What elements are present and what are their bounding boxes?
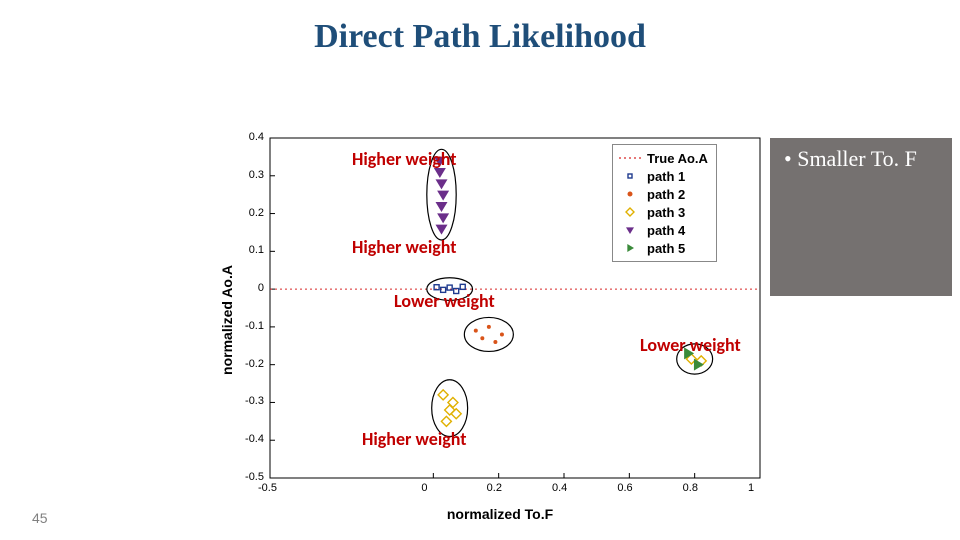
- x-tick-label: 0.2: [487, 482, 502, 494]
- y-tick-label: -0.3: [245, 395, 264, 407]
- x-tick-label: 0.8: [683, 482, 698, 494]
- legend-item: path 3: [619, 203, 708, 221]
- x-tick-label: 0.4: [552, 482, 567, 494]
- legend-label: path 3: [647, 205, 685, 220]
- legend-item: path 5: [619, 239, 708, 257]
- legend-label: path 2: [647, 187, 685, 202]
- y-tick-label: 0.3: [249, 169, 264, 181]
- page-title: Direct Path Likelihood: [0, 18, 960, 56]
- y-tick-label: -0.4: [245, 433, 264, 445]
- weight-annotation: Higher weight: [362, 428, 467, 450]
- chart-container: normalized Ao.A normalized To.F -0.5 0 0.2…: [210, 120, 790, 520]
- legend-swatch: [619, 151, 641, 165]
- y-tick-label: 0.2: [249, 207, 264, 219]
- weight-annotation: Higher weight: [352, 236, 457, 258]
- y-tick-label: 0.4: [249, 131, 264, 143]
- x-tick-label: -0.5: [258, 482, 277, 494]
- x-tick-label: 0: [421, 482, 427, 494]
- legend-label: path 4: [647, 223, 685, 238]
- x-axis-label: normalized To.F: [447, 506, 553, 522]
- legend-item: True Ao.A: [619, 149, 708, 167]
- legend-item: path 1: [619, 167, 708, 185]
- legend-swatch: [619, 187, 641, 201]
- weight-annotation: Lower weight: [394, 290, 495, 312]
- note-bullet: • Smaller To. F: [780, 146, 940, 172]
- legend: True Ao.A path 1 path 2 path 3 path 4 path 5: [612, 144, 717, 262]
- legend-item: path 4: [619, 221, 708, 239]
- legend-swatch: [619, 241, 641, 255]
- y-tick-label: -0.5: [245, 471, 264, 483]
- y-axis-label: normalized Ao.A: [219, 265, 235, 375]
- legend-label: True Ao.A: [647, 151, 708, 166]
- legend-swatch: [619, 223, 641, 237]
- y-tick-label: -0.1: [245, 320, 264, 332]
- y-tick-label: 0: [258, 282, 264, 294]
- weight-annotation: Lower weight: [640, 334, 741, 356]
- legend-swatch: [619, 205, 641, 219]
- y-tick-label: -0.2: [245, 358, 264, 370]
- page-number: 45: [32, 510, 48, 526]
- legend-swatch: [619, 169, 641, 183]
- legend-label: path 5: [647, 241, 685, 256]
- y-tick-label: 0.1: [249, 244, 264, 256]
- legend-item: path 2: [619, 185, 708, 203]
- x-tick-label: 0.6: [617, 482, 632, 494]
- note-text: Smaller To. F: [797, 146, 917, 171]
- x-tick-label: 1: [748, 482, 754, 494]
- weight-annotation: Higher weight: [352, 148, 457, 170]
- legend-label: path 1: [647, 169, 685, 184]
- note-box: • Smaller To. F: [770, 138, 952, 296]
